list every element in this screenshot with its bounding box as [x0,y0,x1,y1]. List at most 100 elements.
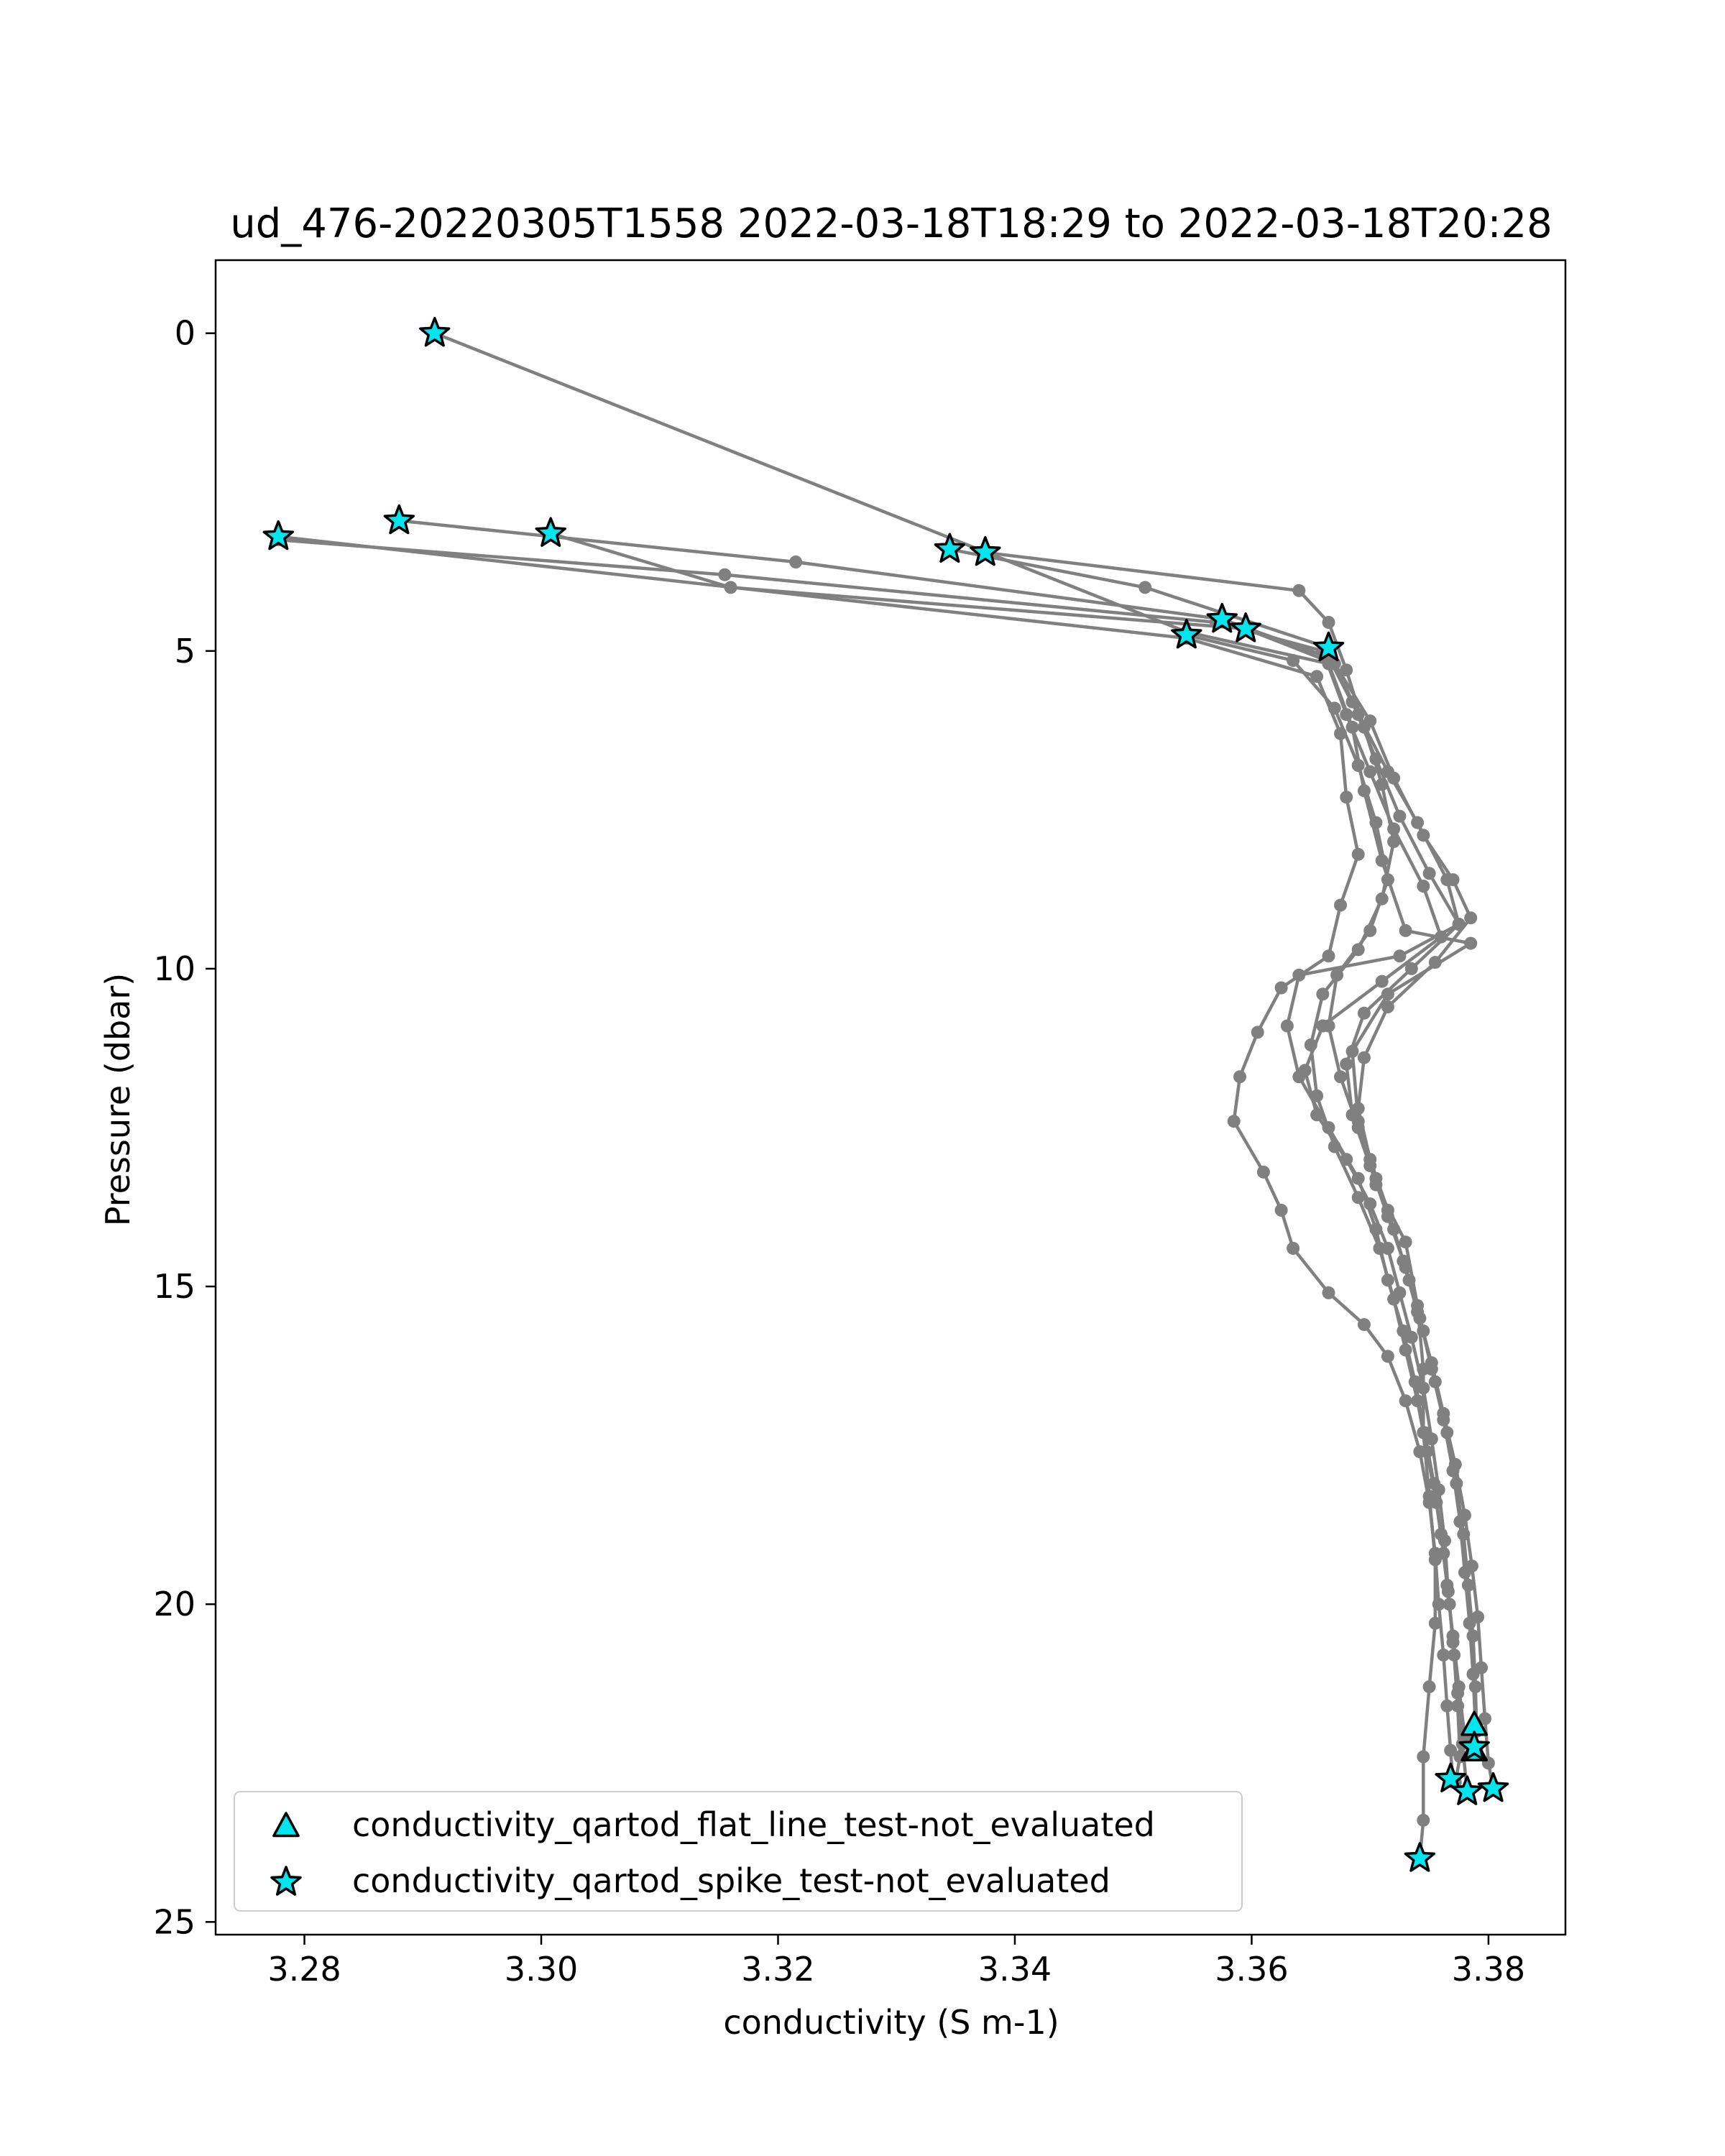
x-axis: 3.28 3.30 3.32 3.34 3.36 3.38 [267,1935,1525,1989]
legend-star-icon [270,1866,302,1896]
profile-point [1340,1153,1353,1166]
profile-point [1448,1648,1461,1662]
profile-point [1466,1629,1480,1643]
profile-point [1448,1457,1462,1471]
profile-point [1417,1813,1430,1827]
profile-point [1375,778,1389,791]
profile-point [1465,1560,1478,1573]
profile-point [1322,616,1335,629]
y-axis-label: Pressure (dbar) [98,973,137,1226]
profile-point [1334,727,1347,740]
profile-point [1351,1191,1365,1204]
profile-point [1357,1051,1371,1064]
profile-point [1428,1616,1442,1630]
profile-point [1351,708,1365,722]
profile-point [1322,1286,1335,1299]
profile-point [1387,835,1401,849]
profile-point [1322,949,1335,963]
profile-point [1369,752,1383,766]
profile-point [1292,968,1306,982]
profile-point [1387,822,1401,836]
profile-point [1422,867,1436,880]
profile-point [1440,1426,1454,1439]
profile-point [1334,898,1347,912]
x-tick-label: 3.36 [1215,1950,1288,1989]
profile-point [1417,880,1430,893]
profile-point [1452,918,1466,931]
profile-point [1471,1610,1485,1623]
profile-point [1422,1680,1436,1694]
profile-point [1233,1070,1246,1084]
profile-point [1227,1115,1241,1128]
profile-point [1292,1070,1306,1084]
profile-point [1399,1394,1412,1408]
profile-point [1399,1343,1412,1357]
spike-test-star-marker [934,533,966,563]
profile-point [1357,784,1371,798]
qc-flag-markers [262,316,1509,1872]
profile-point [1387,1222,1401,1236]
spike-test-star-marker [970,536,1001,566]
profile-point [1310,1108,1324,1122]
profile-point [1446,873,1460,887]
profile-point [1411,1394,1425,1408]
profile-point [1373,1242,1386,1255]
profile-point [1334,1070,1347,1084]
profile-point [1435,930,1448,944]
profile-point [1437,1648,1450,1662]
profile-point [1440,1699,1454,1713]
profile-point [1351,1121,1365,1134]
profile-point [1274,981,1288,995]
profile-point [1381,1350,1394,1363]
spike-test-star-marker [1206,602,1238,633]
profile-point [1444,1743,1458,1757]
x-tick-label: 3.34 [978,1950,1052,1989]
profile-point [1340,708,1353,722]
profile-point [1363,765,1377,778]
profile-point [1381,1273,1394,1287]
spike-test-star-marker [1435,1762,1466,1793]
profile-point [1387,1292,1401,1306]
profile-point [1363,1197,1377,1211]
chart-title: ud_476-20220305T1558 2022-03-18T18:29 to… [230,201,1552,247]
profile-point [1292,584,1306,597]
profile-point [1351,759,1365,772]
profile-point [1475,1661,1488,1674]
legend-box [234,1791,1243,1912]
y-tick-label: 25 [153,1902,196,1941]
profile-point [1351,1171,1365,1185]
spike-test-star-marker [535,517,566,547]
legend-triangle-icon [272,1812,300,1838]
profile-point [1418,1426,1431,1439]
legend: conductivity_qartod_flat_line_test-not_e… [234,1791,1243,1912]
profile-point [1437,1547,1450,1560]
profile-point [1399,923,1412,937]
profile-point [1381,987,1394,1001]
profile-point [1340,791,1353,804]
profile-point [1425,1356,1438,1370]
profile-point [1430,1496,1443,1509]
x-tick-label: 3.38 [1452,1950,1525,1989]
profile-point [1464,936,1478,950]
profile-point [1402,1273,1416,1287]
y-tick-label: 5 [175,632,196,671]
profile-point [1346,695,1359,709]
profile-point [1322,1019,1335,1033]
y-tick-label: 10 [153,949,196,988]
profile-point [1408,1375,1422,1388]
profile-point [1397,1325,1410,1337]
profile-point [1381,1000,1394,1013]
profile-point [1443,1598,1456,1611]
profile-point [1363,923,1377,937]
y-tick-label: 15 [153,1267,196,1306]
profile-point [718,568,732,581]
spike-test-star-marker [1477,1772,1509,1802]
y-tick-label: 20 [153,1585,196,1623]
profile-point [1375,892,1389,906]
x-tick-label: 3.32 [741,1950,814,1989]
x-tick-label: 3.28 [267,1950,341,1989]
profile-point [1399,1235,1412,1249]
profile-point [789,556,803,568]
profile-point [1138,581,1152,594]
profile-point [1461,1578,1475,1592]
